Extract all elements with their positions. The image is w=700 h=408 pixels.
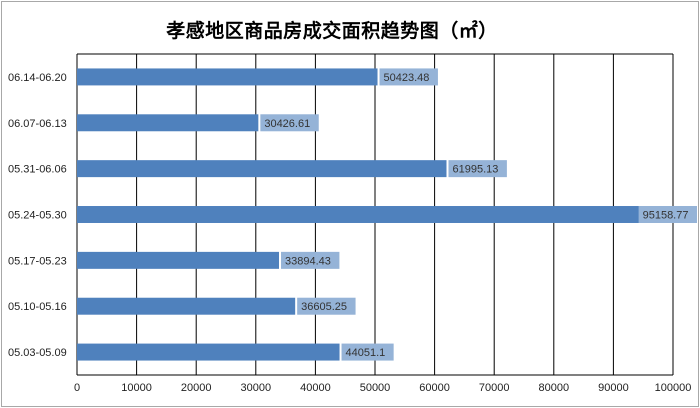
x-tick-label: 40000 bbox=[300, 382, 331, 394]
data-label: 50423.48 bbox=[384, 72, 430, 84]
data-label-box bbox=[638, 206, 697, 223]
data-label: 44051.1 bbox=[346, 347, 386, 359]
data-label-box bbox=[379, 68, 438, 86]
category-label: 06.07-06.13 bbox=[8, 118, 67, 130]
data-labels: 44051.1 36605.25 33894.43 95158.77 61995.13 3… bbox=[260, 68, 697, 361]
data-label-box bbox=[260, 114, 319, 132]
bar bbox=[77, 160, 447, 178]
category-labels: 05.03-05.09 05.10-05.16 05.17-05.23 05.24-0… bbox=[8, 72, 67, 359]
x-tick-label: 90000 bbox=[598, 382, 629, 394]
x-tick-label: 60000 bbox=[419, 382, 450, 394]
category-label: 05.10-05.16 bbox=[8, 301, 67, 313]
category-label: 05.17-05.23 bbox=[8, 255, 67, 267]
category-label: 05.24-05.30 bbox=[8, 210, 67, 222]
x-tick-label: 50000 bbox=[360, 382, 391, 394]
chart-title: 孝感地区商品房成交面积趋势图（㎡） bbox=[166, 20, 498, 42]
x-tick-label: 80000 bbox=[539, 382, 570, 394]
x-tick-label: 0 bbox=[74, 382, 80, 394]
x-tick-label: 20000 bbox=[181, 382, 212, 394]
bar bbox=[77, 206, 645, 223]
category-label: 05.03-05.09 bbox=[8, 347, 67, 359]
bar bbox=[77, 68, 378, 86]
data-label-box bbox=[297, 297, 356, 315]
data-label: 61995.13 bbox=[452, 164, 498, 176]
category-label: 06.14-06.20 bbox=[8, 72, 67, 84]
x-tick-label: 100000 bbox=[655, 382, 692, 394]
bar bbox=[77, 251, 280, 269]
data-label-box bbox=[341, 343, 394, 361]
bars bbox=[77, 68, 645, 361]
data-label: 36605.25 bbox=[301, 301, 347, 313]
bar bbox=[77, 343, 340, 361]
data-label: 33894.43 bbox=[285, 255, 331, 267]
bar bbox=[77, 297, 296, 315]
data-label-box bbox=[281, 251, 340, 269]
data-label: 95158.77 bbox=[643, 210, 689, 222]
x-tick-label: 70000 bbox=[479, 382, 510, 394]
data-label-box bbox=[448, 160, 507, 178]
category-label: 05.31-06.06 bbox=[8, 164, 67, 176]
data-label: 30426.61 bbox=[264, 118, 310, 130]
x-axis-ticks: 0 10000 20000 30000 40000 50000 60000 70000 8000… bbox=[74, 382, 691, 394]
x-tick-label: 10000 bbox=[121, 382, 152, 394]
x-tick-label: 30000 bbox=[241, 382, 272, 394]
bar bbox=[77, 114, 259, 132]
